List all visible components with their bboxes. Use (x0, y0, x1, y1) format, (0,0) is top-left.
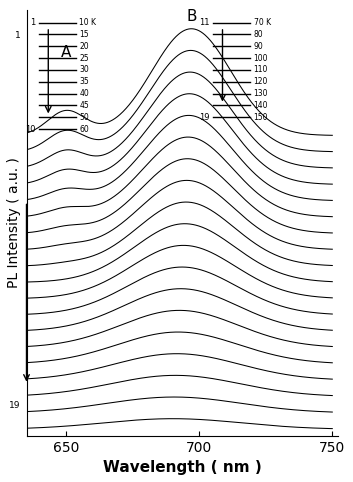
Text: 1: 1 (31, 18, 36, 27)
Text: 10 K: 10 K (79, 18, 96, 27)
Text: 150: 150 (253, 113, 268, 122)
Y-axis label: PL Intensity ( a.u. ): PL Intensity ( a.u. ) (7, 157, 21, 288)
Text: 80: 80 (253, 30, 263, 39)
X-axis label: Wavelength ( nm ): Wavelength ( nm ) (103, 460, 262, 475)
Text: 140: 140 (253, 101, 268, 110)
Text: 70 K: 70 K (253, 18, 271, 27)
Text: 60: 60 (79, 125, 89, 134)
Text: 40: 40 (79, 89, 89, 98)
Text: 19: 19 (9, 402, 20, 410)
Text: 130: 130 (253, 89, 268, 98)
Text: 19: 19 (199, 113, 210, 122)
Text: 100: 100 (253, 54, 268, 63)
Text: 11: 11 (199, 18, 210, 27)
Text: 20: 20 (79, 42, 89, 51)
Text: 120: 120 (253, 77, 268, 86)
Text: 10: 10 (25, 125, 36, 134)
Text: A: A (61, 45, 72, 60)
Text: 35: 35 (79, 77, 89, 86)
Text: 1: 1 (14, 31, 20, 40)
Text: 90: 90 (253, 42, 263, 51)
Text: 25: 25 (79, 54, 89, 63)
Text: 30: 30 (79, 66, 89, 75)
Text: 15: 15 (79, 30, 89, 39)
Text: B: B (186, 9, 197, 24)
Text: 45: 45 (79, 101, 89, 110)
Text: 50: 50 (79, 113, 89, 122)
Text: 110: 110 (253, 66, 268, 75)
